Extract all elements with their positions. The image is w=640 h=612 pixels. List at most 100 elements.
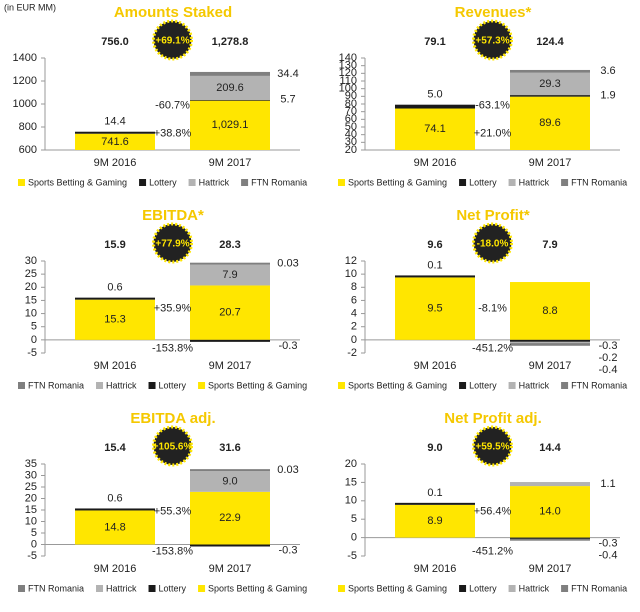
chart-panel: Amounts Staked 600 800 1000 1200 1400 9M 2016 7… [13, 4, 308, 187]
legend-swatch [18, 585, 25, 592]
data-label: 1,029.1 [212, 119, 249, 131]
data-label: 0.6 [107, 282, 122, 294]
y-tick-label: 1400 [13, 52, 37, 64]
legend-swatch [148, 382, 156, 389]
x-tick-label: 9M 2016 [94, 157, 137, 169]
y-tick-label: 0 [351, 334, 357, 346]
y-tick-label: 30 [25, 469, 37, 481]
bar-segment [510, 72, 590, 96]
total-label: 9.0 [427, 442, 442, 454]
legend-swatch [96, 585, 104, 592]
y-tick-label: 140 [339, 52, 357, 64]
legend-swatch [338, 382, 345, 389]
bar-segment [510, 486, 590, 538]
legend-label: Hattrick [519, 380, 550, 390]
y-tick-label: 40 [345, 129, 357, 141]
legend-swatch [18, 382, 25, 389]
y-tick-label: 50 [345, 121, 357, 133]
bar-segment [510, 341, 590, 344]
x-tick-label: 9M 2017 [209, 360, 252, 372]
data-label: 0.03 [277, 464, 298, 476]
growth-badge [152, 19, 193, 61]
total-label: 756.0 [101, 36, 129, 48]
data-label: -0.3 [599, 538, 618, 550]
y-tick-label: 25 [25, 268, 37, 280]
bar-segment [510, 282, 590, 340]
y-tick-label: 10 [345, 495, 357, 507]
legend-label: Lottery [469, 177, 497, 187]
growth-badge [472, 222, 513, 264]
change-label: -63.1% [475, 100, 510, 112]
bar-segment [190, 71, 270, 76]
data-label: 34.4 [277, 68, 298, 80]
chart-title: Amounts Staked [114, 4, 232, 21]
data-label: 0.6 [107, 492, 122, 504]
bar-segment [510, 537, 590, 540]
data-label: 14.0 [539, 506, 560, 518]
bar-segment [395, 108, 475, 150]
legend-label: Hattrick [519, 583, 550, 593]
total-label: 14.4 [539, 442, 561, 454]
y-tick-label: 15 [25, 294, 37, 306]
bar-segment [510, 343, 590, 346]
total-label: 15.9 [104, 239, 125, 251]
growth-label: +57.3% [475, 36, 509, 47]
y-tick-label: 60 [345, 113, 357, 125]
data-label: 0.1 [427, 487, 442, 499]
x-tick-label: 9M 2016 [94, 563, 137, 575]
y-tick-label: 5 [31, 527, 37, 539]
data-label: 74.1 [424, 123, 445, 135]
data-label: 3.6 [600, 65, 615, 77]
y-tick-label: 0 [31, 334, 37, 346]
legend-label: Hattrick [519, 177, 550, 187]
unit-note: (in EUR MM) [4, 2, 56, 12]
data-label: 741.6 [101, 136, 129, 148]
growth-badge [472, 425, 513, 467]
y-tick-label: 20 [25, 281, 37, 293]
legend-swatch [198, 382, 206, 389]
growth-label: +77.9% [155, 239, 189, 250]
growth-badge [472, 19, 513, 61]
y-tick-label: 5 [31, 321, 37, 333]
bar-segment [395, 277, 475, 340]
total-label: 1,278.8 [212, 36, 249, 48]
legend-label: Hattrick [199, 177, 230, 187]
bar-segment [75, 131, 155, 134]
growth-badge [152, 222, 193, 264]
total-label: 124.4 [536, 36, 564, 48]
data-label: 5.0 [427, 89, 442, 101]
change-label: +56.4% [474, 506, 512, 518]
bar-segment [190, 471, 270, 492]
bar-segment [190, 75, 270, 100]
y-tick-label: 100 [339, 83, 357, 95]
data-label: 29.3 [539, 78, 560, 90]
growth-label: +105.6% [153, 442, 193, 453]
bar-segment [75, 299, 155, 340]
y-tick-label: 20 [25, 492, 37, 504]
bar-segment [190, 262, 270, 265]
data-label: 89.6 [539, 117, 560, 129]
data-label: -0.2 [599, 352, 618, 364]
bar-segment [75, 297, 155, 300]
bar-segment [75, 508, 155, 511]
legend-label: Lottery [159, 583, 187, 593]
data-label: 14.8 [104, 521, 125, 533]
data-label: 14.4 [104, 116, 125, 128]
y-tick-label: 1000 [13, 98, 37, 110]
legend-swatch [508, 585, 516, 592]
total-label: 28.3 [219, 239, 240, 251]
y-tick-label: 800 [19, 121, 37, 133]
data-label: 1.1 [600, 478, 615, 490]
y-tick-label: 10 [25, 515, 37, 527]
x-tick-label: 9M 2016 [94, 360, 137, 372]
x-tick-label: 9M 2017 [209, 157, 252, 169]
y-tick-label: 10 [345, 268, 357, 280]
y-tick-label: -5 [347, 550, 357, 562]
data-label: 5.7 [280, 94, 295, 106]
legend-label: FTN Romania [28, 583, 84, 593]
legend-swatch [139, 179, 147, 186]
chart-title: Net Profit adj. [444, 410, 542, 427]
change-label: -153.8% [152, 545, 193, 557]
